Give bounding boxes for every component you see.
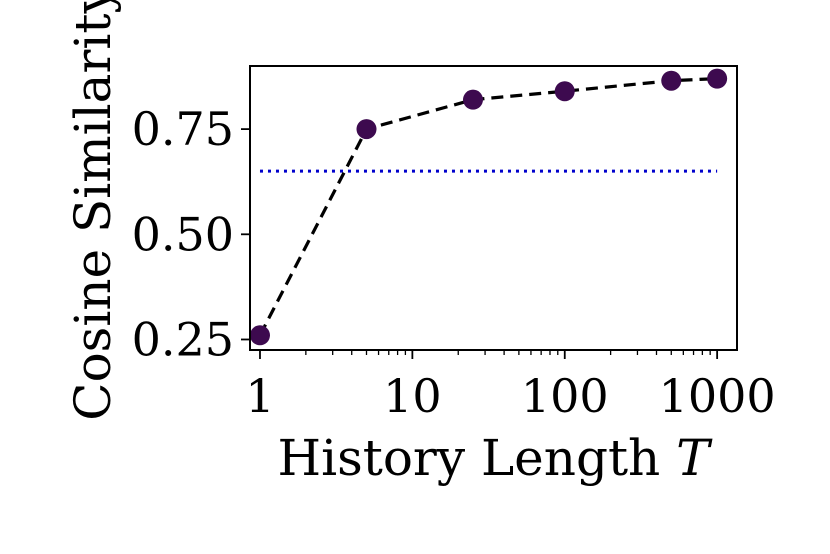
y-tick-label: 0.50 <box>132 207 234 261</box>
x-tick-label: 1 <box>245 369 274 423</box>
x-tick-label: 1000 <box>659 369 776 423</box>
series-line <box>258 77 718 337</box>
y-tick-label: 0.25 <box>132 312 234 366</box>
x-tick-label: 10 <box>383 369 442 423</box>
data-point <box>707 68 728 89</box>
data-point <box>661 70 682 91</box>
plot-frame <box>249 65 738 351</box>
data-point <box>463 89 484 110</box>
x-axis-ticks: 1 10 100 1000 <box>245 350 776 423</box>
x-axis-label-variable: T <box>676 429 713 487</box>
data-point <box>356 119 377 140</box>
y-tick-label: 0.75 <box>132 102 234 156</box>
data-point <box>554 81 575 102</box>
x-tick-label: 100 <box>521 369 609 423</box>
y-axis-label: Cosine Similarity <box>64 0 122 421</box>
x-axis-label: History Length T <box>277 429 713 487</box>
data-point <box>249 325 270 346</box>
y-axis-ticks: 0.25 0.50 0.75 <box>132 102 250 366</box>
data-points <box>249 68 728 346</box>
x-axis-label-text: History Length <box>277 429 660 487</box>
